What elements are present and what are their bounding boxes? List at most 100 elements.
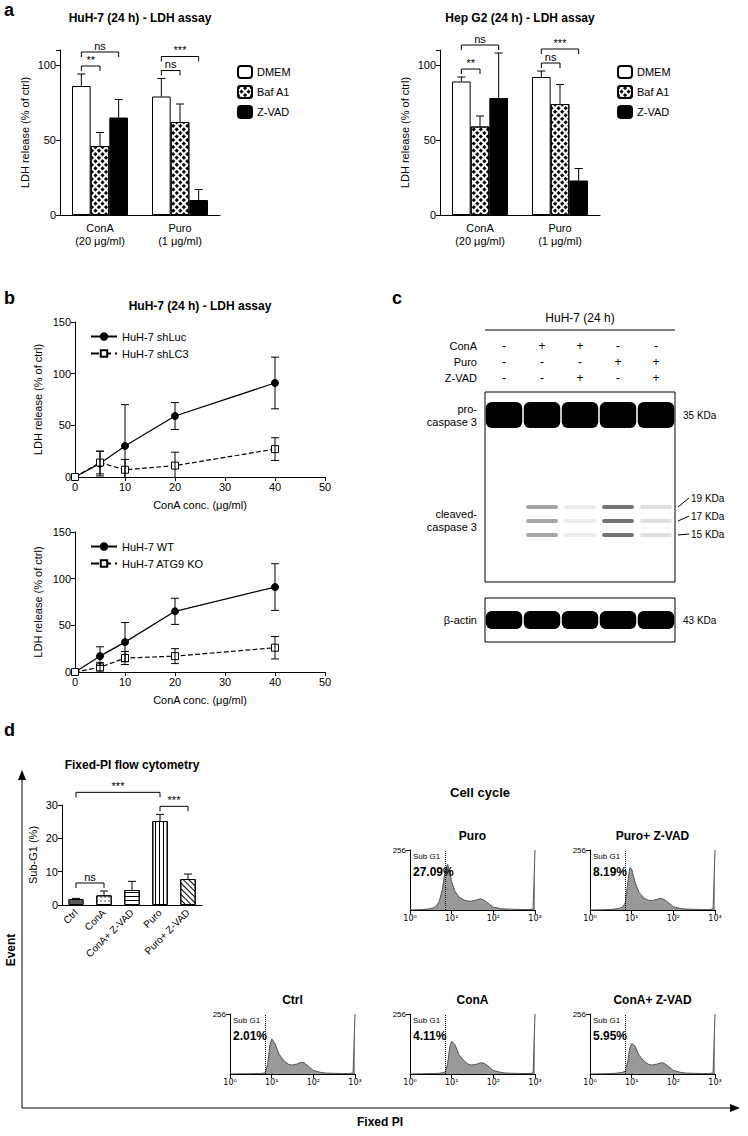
svg-text:+: + [652, 355, 659, 369]
svg-text:(1 μg/ml): (1 μg/ml) [158, 235, 202, 247]
svg-text:d: d [4, 720, 15, 740]
svg-text:ns: ns [165, 58, 177, 70]
svg-text:20: 20 [46, 832, 58, 844]
svg-text:Puro: Puro [548, 222, 571, 234]
svg-text:+: + [614, 355, 621, 369]
svg-text:Fixed PI: Fixed PI [357, 1115, 403, 1129]
svg-text:17 KDa: 17 KDa [691, 511, 725, 522]
svg-text:ConA: ConA [457, 993, 489, 1007]
svg-text:40: 40 [269, 676, 281, 688]
svg-text:-: - [540, 371, 544, 385]
svg-text:100: 100 [418, 59, 436, 71]
svg-text:40: 40 [269, 481, 281, 493]
svg-text:0: 0 [52, 899, 58, 911]
svg-text:ConA conc. (μg/ml): ConA conc. (μg/ml) [153, 499, 247, 511]
svg-text:10⁰: 10⁰ [583, 1078, 596, 1087]
svg-text:0: 0 [72, 676, 78, 688]
svg-text:ConA+ Z-VAD: ConA+ Z-VAD [84, 907, 136, 959]
svg-text:10: 10 [46, 866, 58, 878]
svg-text:Hep G2 (24 h) - LDH assay: Hep G2 (24 h) - LDH assay [445, 11, 595, 25]
svg-text:10⁰: 10⁰ [403, 914, 416, 923]
svg-text:Sub G1: Sub G1 [593, 852, 621, 861]
svg-text:-: - [616, 371, 620, 385]
svg-text:***: *** [112, 780, 126, 792]
svg-text:100: 100 [38, 59, 56, 71]
svg-text:10³: 10³ [348, 1078, 361, 1087]
svg-text:***: *** [168, 794, 182, 806]
svg-text:10¹: 10¹ [625, 1078, 638, 1087]
svg-text:HuH-7 WT: HuH-7 WT [122, 541, 174, 553]
svg-text:Sub G1: Sub G1 [233, 1016, 261, 1025]
svg-text:-: - [540, 355, 544, 369]
svg-text:HuH-7 shLC3: HuH-7 shLC3 [122, 348, 189, 360]
svg-text:b: b [4, 288, 15, 308]
svg-text:256: 256 [573, 1010, 587, 1019]
svg-text:8.19%: 8.19% [593, 865, 627, 879]
svg-text:Event: Event [4, 934, 18, 967]
svg-text:256: 256 [393, 1010, 407, 1019]
svg-text:Puro: Puro [141, 907, 164, 930]
svg-text:0: 0 [50, 209, 56, 221]
svg-text:Cell cycle: Cell cycle [450, 785, 510, 800]
svg-text:HuH-7 (24 h) - LDH assay: HuH-7 (24 h) - LDH assay [129, 299, 272, 313]
svg-text:10³: 10³ [528, 914, 541, 923]
svg-text:10³: 10³ [708, 1078, 721, 1087]
svg-text:50: 50 [59, 419, 71, 431]
svg-text:2.01%: 2.01% [233, 1029, 267, 1043]
svg-text:caspase 3: caspase 3 [427, 416, 477, 428]
svg-text:-: - [502, 371, 506, 385]
svg-text:5.95%: 5.95% [593, 1029, 627, 1043]
svg-text:Puro: Puro [459, 829, 486, 843]
svg-text:+: + [652, 371, 659, 385]
svg-text:Fixed-PI flow cytometry: Fixed-PI flow cytometry [65, 758, 200, 772]
svg-text:ConA conc. (μg/ml): ConA conc. (μg/ml) [153, 694, 247, 706]
svg-text:HuH-7 shLuc: HuH-7 shLuc [122, 331, 187, 343]
svg-text:+: + [576, 371, 583, 385]
svg-text:ns: ns [474, 33, 486, 45]
svg-text:(20 μg/ml): (20 μg/ml) [455, 235, 505, 247]
svg-text:100: 100 [53, 573, 71, 585]
svg-text:+: + [538, 339, 545, 353]
svg-text:4.11%: 4.11% [413, 1029, 447, 1043]
svg-text:256: 256 [213, 1010, 227, 1019]
svg-text:Puro+ Z-VAD: Puro+ Z-VAD [616, 829, 690, 843]
svg-text:Sub G1: Sub G1 [593, 1016, 621, 1025]
svg-text:DMEM: DMEM [257, 66, 291, 78]
svg-text:30: 30 [46, 799, 58, 811]
svg-text:(20 μg/ml): (20 μg/ml) [75, 235, 125, 247]
svg-text:Puro+ Z-VAD: Puro+ Z-VAD [142, 907, 191, 956]
svg-text:HuH-7 (24 h): HuH-7 (24 h) [545, 311, 614, 325]
svg-text:50: 50 [44, 134, 56, 146]
svg-text:ConA+ Z-VAD: ConA+ Z-VAD [613, 993, 691, 1007]
svg-text:20: 20 [169, 481, 181, 493]
svg-text:Sub G1: Sub G1 [413, 852, 441, 861]
svg-text:Sub G1: Sub G1 [413, 1016, 441, 1025]
svg-text:HuH-7 (24 h) - LDH assay: HuH-7 (24 h) - LDH assay [69, 11, 212, 25]
svg-text:50: 50 [59, 619, 71, 631]
svg-text:10: 10 [119, 481, 131, 493]
svg-text:Z-VAD: Z-VAD [637, 106, 669, 118]
svg-text:Ctrl: Ctrl [61, 907, 80, 926]
svg-text:30: 30 [219, 676, 231, 688]
svg-text:50: 50 [319, 481, 331, 493]
svg-text:15 KDa: 15 KDa [691, 529, 725, 540]
svg-text:ConA: ConA [449, 340, 477, 352]
svg-text:10¹: 10¹ [625, 914, 638, 923]
svg-text:β-actin: β-actin [444, 614, 477, 626]
svg-text:***: *** [554, 37, 568, 49]
svg-text:50: 50 [319, 676, 331, 688]
svg-text:10⁰: 10⁰ [583, 914, 596, 923]
svg-text:256: 256 [393, 846, 407, 855]
svg-text:10³: 10³ [528, 1078, 541, 1087]
svg-text:Ctrl: Ctrl [282, 993, 303, 1007]
svg-text:100: 100 [53, 368, 71, 380]
svg-text:10²: 10² [307, 1078, 320, 1087]
svg-text:caspase 3: caspase 3 [427, 521, 477, 533]
svg-text:ConA: ConA [82, 907, 108, 933]
svg-text:a: a [4, 0, 15, 20]
svg-text:ConA: ConA [86, 222, 114, 234]
svg-text:0: 0 [72, 481, 78, 493]
svg-text:-: - [654, 339, 658, 353]
svg-text:-: - [502, 355, 506, 369]
svg-text:LDH release (% of ctrl): LDH release (% of ctrl) [32, 344, 44, 455]
